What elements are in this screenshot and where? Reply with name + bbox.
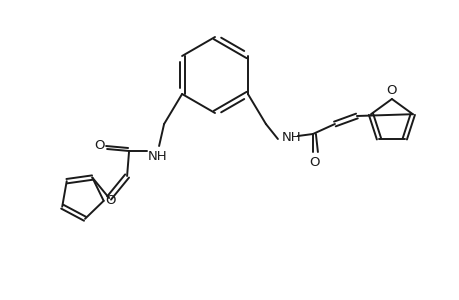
Text: O: O: [94, 139, 104, 152]
Text: NH: NH: [281, 130, 301, 143]
Text: O: O: [386, 83, 396, 97]
Text: O: O: [309, 155, 319, 169]
Text: O: O: [105, 194, 116, 207]
Text: NH: NH: [147, 149, 167, 163]
